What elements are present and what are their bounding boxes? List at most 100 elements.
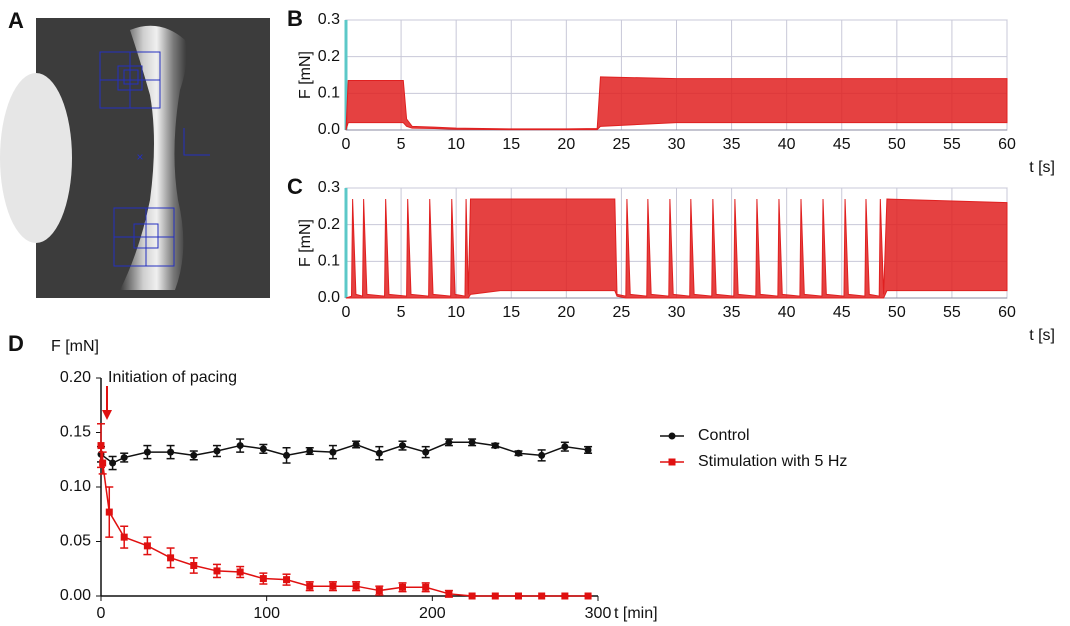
data-point — [445, 590, 453, 598]
data-point — [190, 451, 198, 459]
legend-marker — [668, 432, 676, 440]
y-tick-label: 0.0 — [318, 121, 340, 138]
x-tick-label: 20 — [557, 136, 575, 153]
y-tick-label: 0.15 — [60, 424, 91, 441]
data-point — [468, 592, 476, 600]
data-point — [422, 583, 430, 591]
x-tick-label: 60 — [998, 136, 1016, 153]
series-line — [100, 445, 589, 597]
panel-label: B — [287, 6, 303, 31]
data-point — [538, 592, 546, 600]
y-axis-title: F [mN] — [51, 338, 99, 355]
data-point — [491, 442, 499, 450]
x-tick-label: 55 — [943, 136, 961, 153]
y-tick-label: 0.2 — [318, 48, 340, 65]
x-tick-label: 10 — [447, 136, 465, 153]
data-point — [375, 587, 383, 595]
x-tick-label: 15 — [502, 304, 520, 321]
data-point — [584, 446, 592, 454]
x-tick-label: 50 — [888, 304, 906, 321]
data-point — [97, 442, 105, 450]
data-point — [352, 440, 360, 448]
x-tick-label: 50 — [888, 136, 906, 153]
force-trace — [345, 76, 1008, 131]
data-point — [399, 442, 407, 450]
y-tick-label: 0.2 — [318, 216, 340, 233]
y-tick-label: 0.1 — [318, 253, 340, 270]
data-point — [306, 447, 314, 455]
y-axis-title: F [mN] — [297, 219, 314, 267]
data-point — [120, 454, 128, 462]
y-tick-label: 0.0 — [318, 289, 340, 306]
x-tick-label: 40 — [778, 136, 796, 153]
y-tick-label: 0.3 — [318, 179, 340, 196]
legend-marker — [668, 458, 676, 466]
x-axis-title: t [s] — [1029, 327, 1055, 344]
data-point — [352, 582, 360, 590]
data-point — [561, 443, 569, 451]
data-point — [306, 582, 314, 590]
annotation-arrowhead — [102, 410, 112, 420]
x-tick-label: 5 — [397, 304, 406, 321]
data-point — [190, 561, 198, 569]
data-point — [422, 448, 430, 456]
data-point — [538, 451, 546, 459]
data-point — [236, 568, 244, 576]
panel-label: A — [8, 8, 24, 33]
data-point — [468, 438, 476, 446]
data-point — [167, 448, 175, 456]
data-point — [283, 576, 291, 584]
data-point — [329, 448, 337, 456]
x-tick-label: 0 — [342, 136, 351, 153]
x-tick-label: 200 — [419, 605, 446, 622]
y-tick-label: 0.10 — [60, 478, 91, 495]
x-tick-label: 300 — [585, 605, 612, 622]
data-point — [491, 592, 499, 600]
data-point — [561, 592, 569, 600]
data-point — [259, 445, 267, 453]
x-tick-label: 20 — [557, 304, 575, 321]
y-tick-label: 0.3 — [318, 11, 340, 28]
y-axis-title: F [mN] — [297, 51, 314, 99]
x-tick-label: 0 — [342, 304, 351, 321]
data-point — [99, 459, 107, 467]
x-tick-label: 100 — [253, 605, 280, 622]
x-axis-title: t [min] — [614, 605, 658, 622]
data-point — [105, 508, 113, 516]
x-tick-label: 40 — [778, 304, 796, 321]
data-point — [375, 449, 383, 457]
legend-label: Control — [698, 427, 750, 444]
data-point — [120, 533, 128, 541]
x-tick-label: 35 — [723, 136, 741, 153]
x-axis-title: t [s] — [1029, 159, 1055, 176]
x-tick-label: 15 — [502, 136, 520, 153]
micrograph: × — [0, 18, 270, 298]
force-trace — [345, 198, 1008, 299]
x-tick-label: 30 — [668, 136, 686, 153]
y-tick-label: 0.00 — [60, 587, 91, 604]
data-point — [514, 449, 522, 457]
data-point — [143, 448, 151, 456]
data-point — [213, 447, 221, 455]
x-tick-label: 25 — [613, 136, 631, 153]
y-tick-label: 0.1 — [318, 85, 340, 102]
data-point — [259, 575, 267, 583]
data-point — [584, 592, 592, 600]
data-point — [445, 438, 453, 446]
data-point — [283, 451, 291, 459]
data-point — [329, 582, 337, 590]
x-tick-label: 60 — [998, 304, 1016, 321]
data-point — [109, 459, 117, 467]
x-tick-label: 5 — [397, 136, 406, 153]
x-tick-label: 10 — [447, 304, 465, 321]
data-point — [143, 542, 151, 550]
y-tick-label: 0.05 — [60, 533, 91, 550]
data-point — [514, 592, 522, 600]
data-point — [167, 554, 175, 562]
data-point — [399, 583, 407, 591]
panel-label: C — [287, 174, 303, 199]
x-tick-label: 55 — [943, 304, 961, 321]
x-tick-label: 0 — [97, 605, 106, 622]
data-point — [213, 567, 221, 575]
